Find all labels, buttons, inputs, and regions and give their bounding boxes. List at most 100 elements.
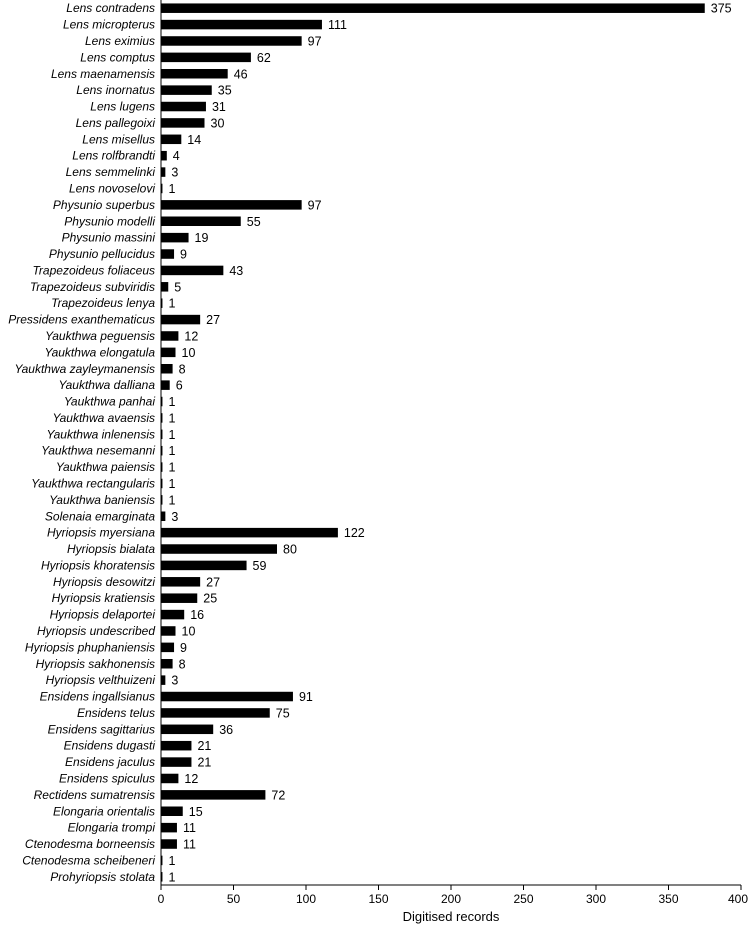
bar-yaukthwa-nesemanni bbox=[161, 445, 163, 456]
value-label-hyriopsis-khoratensis: 59 bbox=[253, 559, 267, 573]
bar-lens-novoselovi bbox=[161, 183, 163, 194]
x-tick-label-50: 50 bbox=[227, 892, 241, 906]
category-label-ensidens-sagittarius: Ensidens sagittarius bbox=[48, 722, 155, 736]
value-label-physunio-massini: 19 bbox=[195, 231, 209, 245]
bar-ensidens-telus bbox=[161, 708, 270, 718]
value-label-lens-pallegoixi: 30 bbox=[211, 116, 225, 130]
bar-lens-inornatus bbox=[161, 85, 212, 95]
bar-pressidens-exanthematicus bbox=[161, 314, 201, 325]
category-label-lens-lugens: Lens lugens bbox=[90, 100, 155, 114]
category-label-yaukthwa-zayleymanensis: Yaukthwa zayleymanensis bbox=[14, 362, 155, 376]
category-label-yaukthwa-rectangularis: Yaukthwa rectangularis bbox=[31, 476, 155, 490]
bar-lens-lugens bbox=[161, 101, 206, 112]
value-label-ctenodesma-scheibeneri: 1 bbox=[168, 854, 175, 868]
bar-yaukthwa-panhai bbox=[161, 396, 163, 407]
category-label-solenaia-emarginata: Solenaia emarginata bbox=[45, 509, 155, 523]
x-axis-title: Digitised records bbox=[403, 909, 500, 924]
value-label-elongaria-trompi: 11 bbox=[183, 821, 196, 835]
category-label-yaukthwa-panhai: Yaukthwa panhai bbox=[64, 395, 156, 409]
value-label-lens-novoselovi: 1 bbox=[168, 182, 175, 196]
value-label-yaukthwa-elongatula: 10 bbox=[182, 346, 196, 360]
bar-physunio-pellucidus bbox=[161, 249, 175, 259]
value-label-physunio-modelli: 55 bbox=[247, 215, 261, 229]
bar-trapezoideus-subviridis bbox=[161, 282, 169, 292]
category-label-physunio-pellucidus: Physunio pellucidus bbox=[49, 247, 155, 261]
x-tick-label-350: 350 bbox=[658, 892, 678, 906]
category-label-hyriopsis-myersiana: Hyriopsis myersiana bbox=[47, 526, 155, 540]
bar-trapezoideus-foliaceus bbox=[161, 265, 224, 276]
value-labels-group: 3751119762463531301443197551994351271210… bbox=[168, 2, 731, 885]
value-label-lens-inornatus: 35 bbox=[218, 84, 232, 98]
category-label-ctenodesma-scheibeneri: Ctenodesma scheibeneri bbox=[22, 853, 155, 867]
category-label-hyriopsis-phuphaniensis: Hyriopsis phuphaniensis bbox=[25, 640, 155, 654]
value-label-lens-eximius: 97 bbox=[308, 34, 322, 48]
value-label-lens-comptus: 62 bbox=[257, 51, 271, 65]
value-label-physunio-pellucidus: 9 bbox=[180, 248, 187, 262]
category-label-trapezoideus-subviridis: Trapezoideus subviridis bbox=[30, 280, 155, 294]
bar-physunio-modelli bbox=[161, 216, 241, 227]
category-label-hyriopsis-desowitzi: Hyriopsis desowitzi bbox=[53, 575, 155, 589]
bar-lens-eximius bbox=[161, 36, 302, 46]
bar-yaukthwa-rectangularis bbox=[161, 478, 163, 489]
category-label-lens-micropterus: Lens micropterus bbox=[63, 18, 155, 32]
bar-lens-semmelinki bbox=[161, 167, 166, 177]
category-label-lens-novoselovi: Lens novoselovi bbox=[69, 181, 155, 195]
bar-hyriopsis-myersiana bbox=[161, 527, 338, 538]
bars-group bbox=[161, 3, 705, 882]
category-label-prohyriopsis-stolata: Prohyriopsis stolata bbox=[50, 870, 155, 884]
value-label-prohyriopsis-stolata: 1 bbox=[168, 870, 175, 884]
value-label-hyriopsis-sakhonensis: 8 bbox=[179, 657, 186, 671]
axes-group bbox=[160, 0, 741, 886]
bar-yaukthwa-elongatula bbox=[161, 347, 176, 358]
bar-hyriopsis-kratiensis bbox=[161, 593, 198, 603]
bar-hyriopsis-sakhonensis bbox=[161, 658, 173, 669]
category-label-lens-semmelinki: Lens semmelinki bbox=[66, 165, 156, 179]
bar-trapezoideus-lenya bbox=[161, 298, 163, 308]
category-label-yaukthwa-peguensis: Yaukthwa peguensis bbox=[45, 329, 155, 343]
bar-hyriopsis-khoratensis bbox=[161, 560, 247, 571]
category-label-physunio-modelli: Physunio modelli bbox=[64, 214, 155, 228]
bar-hyriopsis-velthuizeni bbox=[161, 675, 166, 685]
bar-elongaria-trompi bbox=[161, 822, 177, 833]
value-label-elongaria-orientalis: 15 bbox=[189, 805, 203, 819]
category-label-rectidens-sumatrensis: Rectidens sumatrensis bbox=[34, 788, 155, 802]
value-label-rectidens-sumatrensis: 72 bbox=[271, 788, 285, 802]
category-label-hyriopsis-bialata: Hyriopsis bialata bbox=[67, 542, 155, 556]
category-label-physunio-massini: Physunio massini bbox=[62, 231, 156, 245]
bar-ctenodesma-borneensis bbox=[161, 839, 177, 849]
value-label-hyriopsis-delaportei: 16 bbox=[190, 608, 204, 622]
category-label-yaukthwa-elongatula: Yaukthwa elongatula bbox=[44, 345, 155, 359]
value-label-ensidens-ingallsianus: 91 bbox=[299, 690, 313, 704]
bar-lens-misellus bbox=[161, 134, 182, 145]
value-label-hyriopsis-myersiana: 122 bbox=[344, 526, 365, 540]
value-label-hyriopsis-velthuizeni: 3 bbox=[171, 674, 178, 688]
category-label-lens-pallegoixi: Lens pallegoixi bbox=[76, 116, 156, 130]
x-tick-label-150: 150 bbox=[368, 892, 388, 906]
bar-yaukthwa-paiensis bbox=[161, 462, 163, 472]
value-label-physunio-superbus: 97 bbox=[308, 198, 322, 212]
category-label-hyriopsis-velthuizeni: Hyriopsis velthuizeni bbox=[46, 673, 156, 687]
value-label-solenaia-emarginata: 3 bbox=[171, 510, 178, 524]
value-label-ensidens-sagittarius: 36 bbox=[219, 723, 233, 737]
category-label-yaukthwa-baniensis: Yaukthwa baniensis bbox=[49, 493, 155, 507]
category-label-ensidens-spiculus: Ensidens spiculus bbox=[59, 771, 155, 785]
category-label-hyriopsis-sakhonensis: Hyriopsis sakhonensis bbox=[36, 657, 155, 671]
value-label-ctenodesma-borneensis: 11 bbox=[183, 838, 196, 852]
value-label-yaukthwa-peguensis: 12 bbox=[184, 329, 198, 343]
value-label-lens-contradens: 375 bbox=[711, 2, 732, 16]
bar-elongaria-orientalis bbox=[161, 806, 183, 817]
bar-ensidens-spiculus bbox=[161, 773, 179, 784]
value-label-hyriopsis-kratiensis: 25 bbox=[203, 592, 217, 606]
x-ticks-group: 0 50 100 150 200 250 300 350 400 bbox=[158, 885, 748, 906]
bar-yaukthwa-dalliana bbox=[161, 380, 170, 390]
category-label-pressidens-exanthematicus: Pressidens exanthematicus bbox=[8, 313, 155, 327]
category-label-hyriopsis-khoratensis: Hyriopsis khoratensis bbox=[41, 558, 155, 572]
value-label-hyriopsis-desowitzi: 27 bbox=[206, 575, 220, 589]
category-label-yaukthwa-inlenensis: Yaukthwa inlenensis bbox=[46, 427, 155, 441]
value-label-ensidens-jaculus: 21 bbox=[197, 756, 211, 770]
value-label-ensidens-spiculus: 12 bbox=[184, 772, 198, 786]
x-tick-label-400: 400 bbox=[728, 892, 748, 906]
category-label-ensidens-jaculus: Ensidens jaculus bbox=[65, 755, 155, 769]
category-label-hyriopsis-undescribed: Hyriopsis undescribed bbox=[37, 624, 155, 638]
bar-lens-pallegoixi bbox=[161, 118, 205, 128]
